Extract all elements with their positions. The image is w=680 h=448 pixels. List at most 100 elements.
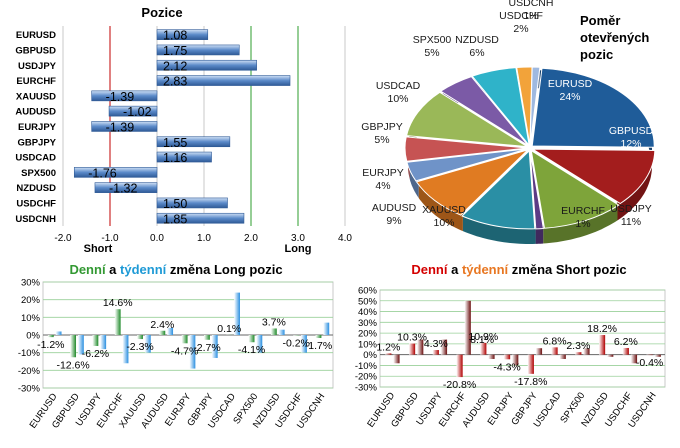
- short-bar-weekly-spx500: [583, 348, 590, 355]
- pie-slice-usdcad: [405, 91, 528, 148]
- positions-value-usdcnh: 1.85: [163, 212, 187, 226]
- long-ytick-6: -30%: [18, 384, 41, 395]
- long-change-title: Denní a týdenní změna Long pozic: [69, 262, 282, 277]
- long-bar-weekly-usdjpy: [100, 335, 107, 350]
- short-bar-daily-eurjpy: [503, 354, 511, 360]
- pie-pct-nzdusd: 6%: [469, 47, 484, 59]
- long-ytick-0: 30%: [21, 278, 41, 289]
- positions-chart: Pozice EURUSD 1.08 GBPUSD 1.75 USDJPY 2.12 EUR…: [15, 5, 352, 255]
- short-bar-weekly-usdcnh: [654, 354, 661, 357]
- long-value-usdchf: -0.2%: [282, 337, 309, 349]
- long-change-chart: Denní a týdenní změna Long pozic 30% 20% 1…: [18, 262, 334, 431]
- short-bar-daily-gbpusd: [408, 343, 416, 355]
- pie-label-gbpjpy: GBPJPY: [361, 121, 402, 133]
- long-bar-daily-eurjpy: [181, 335, 188, 344]
- long-bar-daily-spx500: [248, 335, 255, 343]
- positions-bar-audusd: [108, 105, 158, 117]
- long-bar-daily-audusd: [159, 330, 166, 335]
- short-change-chart: Denní a týdenní změna Short pozic 60%50%…: [355, 262, 666, 430]
- short-ytick-6: 0%: [363, 350, 377, 361]
- pie-pct-usdjpy: 11%: [621, 216, 641, 228]
- pie-pct-eurusd: 24%: [559, 91, 580, 103]
- pie-label-eurusd: EURUSD: [548, 78, 593, 90]
- short-bar-weekly-nzdusd: [607, 354, 614, 357]
- pie-pct-eurjpy: 4%: [375, 180, 390, 192]
- short-bar-weekly-gbpusd: [417, 339, 424, 355]
- positions-value-xauusd: -1.39: [106, 90, 135, 104]
- long-bar-weekly-eurjpy: [189, 335, 196, 369]
- short-annotation: Short: [84, 243, 113, 255]
- long-ytick-5: -20%: [18, 366, 41, 377]
- short-bar-weekly-eurjpy: [512, 354, 519, 366]
- pie-side-eurchf: [535, 225, 544, 244]
- positions-bar-usdcad: [156, 151, 212, 163]
- positions-bar-eurusd: [156, 29, 209, 40]
- short-value-usdchf: 6.2%: [614, 336, 638, 348]
- pie-label-gbpusd: GBPUSD: [609, 125, 654, 137]
- short-ytick-3: 30%: [358, 318, 378, 329]
- pie-slice-nzdusd: [471, 67, 530, 147]
- long-bar-weekly-usdchf: [301, 335, 307, 353]
- short-bar-weekly-audusd: [488, 354, 495, 359]
- pie-slice-eurchf: [529, 150, 544, 230]
- pie-pct-usdcnh: 1%: [523, 10, 538, 22]
- pie-pct-audusd: 9%: [386, 215, 401, 227]
- short-value-eurchf: -20.8%: [443, 379, 476, 391]
- positions-title: Pozice: [141, 5, 182, 20]
- positions-category-gbpjpy: GBPJPY: [17, 137, 56, 148]
- pie-label-usdcnh: USDCNH: [509, 0, 554, 9]
- short-extra-label: 8.1%: [470, 334, 494, 346]
- pie-label-eurjpy: EURJPY: [362, 167, 403, 179]
- short-value-gbpjpy: -17.8%: [514, 376, 547, 388]
- long-value-eurchf: 14.6%: [103, 297, 133, 309]
- long-ytick-2: 10%: [21, 313, 41, 324]
- short-bar-daily-spx500: [575, 352, 582, 355]
- long-bar-daily-nzdusd: [270, 328, 277, 335]
- short-value-spx500: 2.3%: [566, 340, 590, 352]
- pie-label-usdcad: USDCAD: [376, 80, 421, 92]
- short-ytick-8: -20%: [355, 372, 378, 383]
- long-value-audusd: 2.4%: [150, 319, 174, 331]
- long-bar-weekly-eurchf: [122, 335, 129, 364]
- long-ytick-4: -10%: [18, 348, 41, 359]
- long-bar-weekly-audusd: [167, 327, 174, 335]
- long-bar-weekly-nzdusd: [278, 329, 285, 335]
- positions-value-eurusd: 1.08: [163, 29, 187, 43]
- positions-category-usdcnh: USDCNH: [15, 214, 56, 225]
- short-ytick-9: -30%: [355, 383, 378, 394]
- long-annotation: Long: [285, 243, 312, 255]
- short-bar-daily-nzdusd: [598, 335, 606, 355]
- long-bar-daily-gbpusd: [70, 335, 77, 358]
- positions-value-nzdusd: -1.32: [109, 182, 138, 196]
- short-bar-weekly-usdcad: [559, 354, 566, 359]
- positions-xtick-4: 2.0: [244, 233, 258, 244]
- pie-slice-eurjpy: [406, 148, 528, 182]
- short-title-weekly: týdenní: [462, 262, 509, 277]
- long-bar-daily-gbpjpy: [204, 335, 210, 340]
- positions-category-audusd: AUDUSD: [15, 107, 56, 118]
- pie-slice-audusd: [415, 149, 529, 216]
- long-value-usdjpy: -6.2%: [82, 348, 109, 360]
- positions-category-usdjpy: USDJPY: [18, 61, 57, 72]
- positions-category-eurjpy: EURJPY: [18, 122, 57, 133]
- pie-slice-spx500: [439, 76, 529, 147]
- short-bar-weekly-gbpjpy: [535, 348, 543, 355]
- positions-bar-eurjpy: [91, 121, 158, 132]
- short-bar-weekly-eurusd: [393, 354, 400, 364]
- short-value-usdcnh: -0.4%: [636, 357, 663, 369]
- pie-label-audusd: AUDUSD: [372, 202, 417, 214]
- pie-title-line-1: Poměr: [580, 13, 620, 28]
- pie-slice-gbpjpy: [404, 136, 528, 162]
- short-value-eurusd: 1.2%: [376, 341, 400, 353]
- pie-pct-xauusd: 10%: [433, 217, 454, 229]
- long-bar-daily-usdjpy: [92, 335, 99, 346]
- long-value-usdcnh: -1.7%: [305, 340, 332, 352]
- long-bar-weekly-xauusd: [144, 335, 151, 353]
- short-bar-daily-gbpjpy: [527, 354, 534, 374]
- short-title-daily: Denní: [411, 262, 448, 277]
- long-value-eurusd: -1.2%: [37, 339, 64, 351]
- short-value-nzdusd: 18.2%: [587, 323, 617, 335]
- positions-bar-spx500: [73, 167, 158, 178]
